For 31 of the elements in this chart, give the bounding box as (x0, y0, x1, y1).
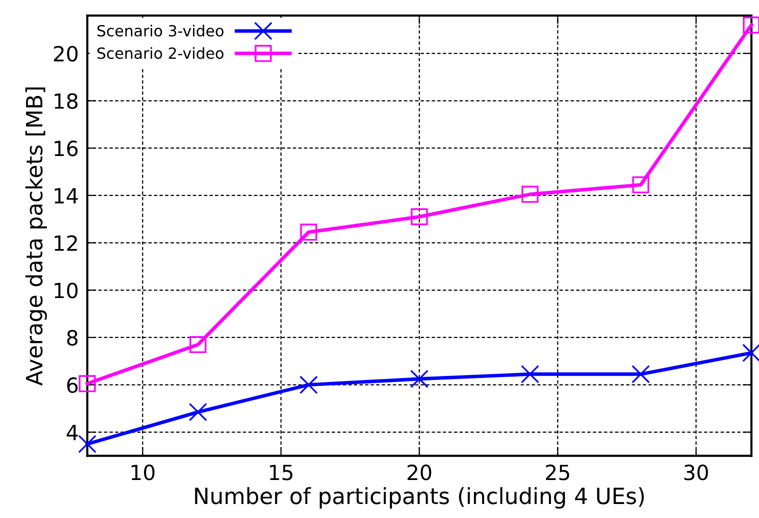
y-tick-label: 18 (54, 93, 78, 109)
x-tick-label: 10 (132, 464, 154, 480)
point (520, 365, 540, 384)
point (190, 336, 206, 354)
point (522, 186, 539, 203)
x-axis-title: Number of participants (including 4 UEs) (195, 487, 644, 509)
point (742, 16, 759, 34)
point (78, 375, 96, 392)
point (410, 208, 428, 226)
x-tick-label: 20 (408, 464, 432, 480)
y-tick-label: 4 (66, 424, 78, 440)
point (300, 224, 318, 241)
x-tick-label: 25 (546, 464, 570, 480)
y-axis-title: Average data packets [MB] (25, 87, 47, 386)
x-tick-label: 30 (684, 464, 708, 480)
point (188, 402, 208, 422)
y-tick-label: 8 (67, 330, 78, 346)
point (632, 176, 650, 194)
x-tick-label: 15 (270, 464, 292, 480)
y-tick-label: 12 (54, 235, 77, 251)
legend-label: Scenario 3-video (97, 24, 224, 37)
legend-label: Scenario 2-video (97, 47, 224, 59)
y-tick-label: 16 (54, 140, 78, 156)
y-tick-label: 10 (54, 282, 78, 298)
point (299, 376, 318, 394)
y-tick-label: 20 (54, 46, 78, 62)
point (632, 365, 650, 384)
y-tick-label: 6 (67, 377, 78, 394)
point (410, 370, 429, 388)
point (78, 434, 96, 454)
y-tick-label: 14 (54, 188, 78, 204)
